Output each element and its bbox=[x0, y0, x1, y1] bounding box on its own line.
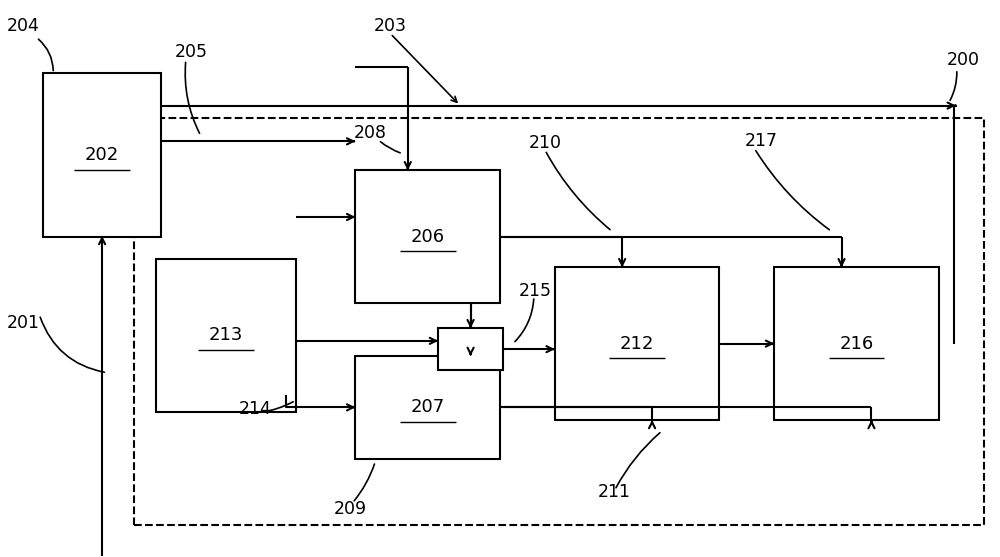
Text: 209: 209 bbox=[334, 500, 367, 517]
Text: 214: 214 bbox=[239, 400, 272, 418]
Bar bbox=[156, 259, 296, 412]
Bar bbox=[43, 74, 161, 237]
Bar bbox=[555, 267, 719, 420]
Text: 215: 215 bbox=[518, 282, 551, 300]
Text: 211: 211 bbox=[598, 483, 631, 501]
Text: 207: 207 bbox=[411, 398, 445, 416]
Text: 202: 202 bbox=[85, 146, 119, 164]
Text: 206: 206 bbox=[411, 228, 445, 246]
Text: 217: 217 bbox=[745, 132, 778, 150]
Text: 212: 212 bbox=[620, 335, 654, 353]
Text: 203: 203 bbox=[374, 17, 407, 35]
Text: 204: 204 bbox=[7, 17, 40, 35]
Bar bbox=[134, 118, 984, 525]
Text: 210: 210 bbox=[528, 134, 561, 152]
Text: 213: 213 bbox=[209, 326, 243, 344]
Text: 200: 200 bbox=[947, 51, 980, 69]
Text: 208: 208 bbox=[354, 124, 387, 142]
Text: 216: 216 bbox=[839, 335, 874, 353]
Text: 205: 205 bbox=[174, 43, 207, 61]
Bar bbox=[774, 267, 939, 420]
Text: 201: 201 bbox=[7, 314, 40, 332]
Bar bbox=[355, 356, 500, 458]
Bar bbox=[355, 170, 500, 304]
Bar bbox=[438, 329, 503, 370]
